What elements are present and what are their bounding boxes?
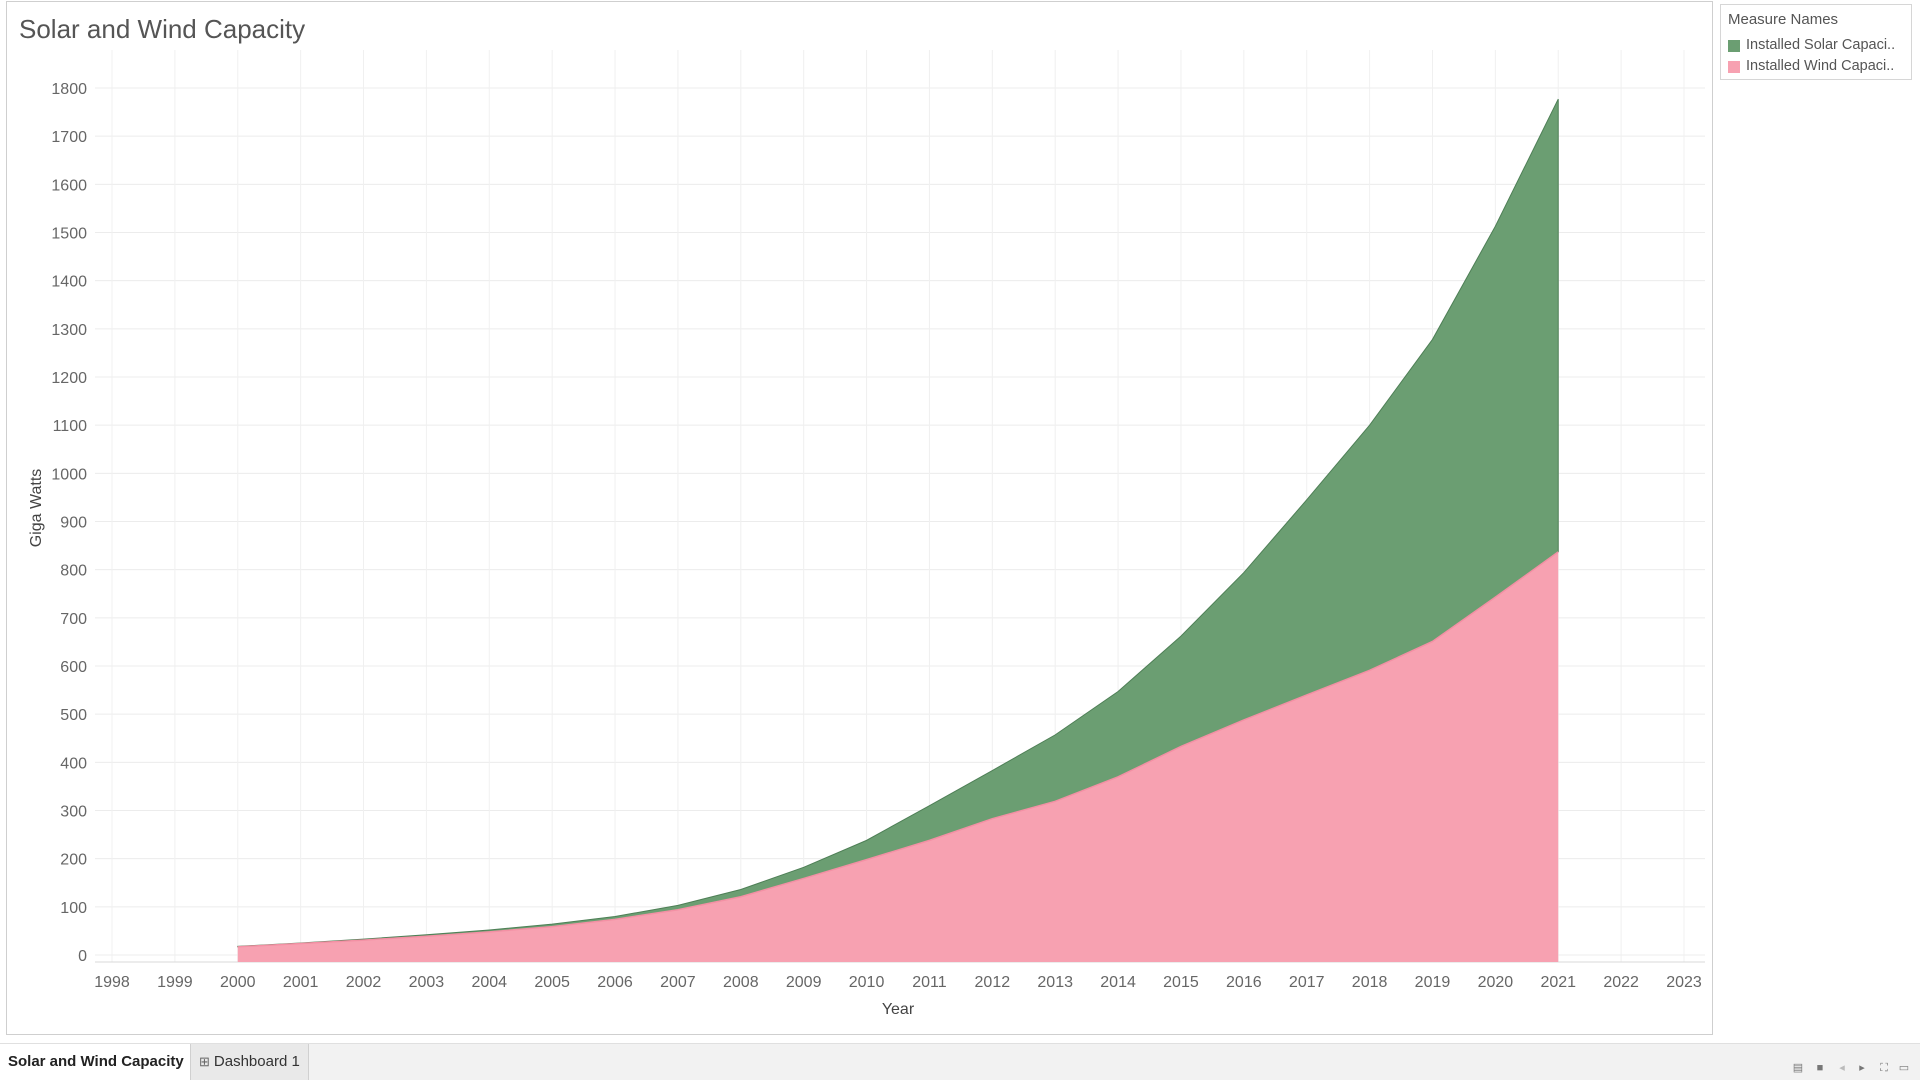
x-tick-label-2015: 2015 xyxy=(1163,974,1199,991)
x-tick-label-2008: 2008 xyxy=(723,974,759,991)
x-tick-label-2001: 2001 xyxy=(283,974,319,991)
next-sheet-icon[interactable]: ▸ xyxy=(1859,1062,1865,1074)
legend: Measure Names Installed Solar Capaci.. I… xyxy=(1720,4,1912,80)
x-tick-label-2023: 2023 xyxy=(1666,974,1702,991)
x-tick-label-2000: 2000 xyxy=(220,974,256,991)
x-tick-label-2003: 2003 xyxy=(409,974,445,991)
y-tick-label-1100: 1100 xyxy=(53,418,88,435)
x-tick-label-2016: 2016 xyxy=(1226,974,1262,991)
legend-item-solar[interactable]: Installed Solar Capaci.. xyxy=(1728,37,1908,55)
sheet-tab-bar: Solar and Wind Capacity ⊞ Dashboard 1 xyxy=(0,1043,1920,1080)
y-tick-label-0: 0 xyxy=(78,948,87,965)
legend-swatch-wind xyxy=(1728,61,1740,73)
tab-dashboard-1[interactable]: ⊞ Dashboard 1 xyxy=(190,1044,309,1080)
tab-dashboard-label: Dashboard 1 xyxy=(213,1053,300,1070)
y-tick-label-500: 500 xyxy=(60,707,87,724)
x-tick-label-2019: 2019 xyxy=(1415,974,1451,991)
y-tick-label-900: 900 xyxy=(60,515,87,532)
y-tick-label-1400: 1400 xyxy=(51,274,87,291)
x-tick-label-2011: 2011 xyxy=(912,974,947,991)
y-tick-label-400: 400 xyxy=(60,755,87,772)
legend-item-wind[interactable]: Installed Wind Capaci.. xyxy=(1728,58,1908,76)
dashboard-grid-icon: ⊞ xyxy=(199,1054,210,1069)
presentation-mode-icon[interactable]: ▭ xyxy=(1898,1062,1910,1074)
area-wind[interactable] xyxy=(237,551,1559,962)
x-tick-label-2012: 2012 xyxy=(975,974,1011,991)
prev-sheet-icon[interactable]: ◂ xyxy=(1839,1062,1845,1074)
y-tick-label-300: 300 xyxy=(60,804,87,821)
x-tick-label-2005: 2005 xyxy=(534,974,570,991)
x-tick-label-2017: 2017 xyxy=(1289,974,1325,991)
y-tick-label-600: 600 xyxy=(60,659,87,676)
x-axis-title: Year xyxy=(882,1001,915,1018)
x-tick-label-2020: 2020 xyxy=(1478,974,1514,991)
y-axis-title: Giga Watts xyxy=(28,469,45,548)
x-tick-label-2007: 2007 xyxy=(660,974,696,991)
y-tick-label-200: 200 xyxy=(60,852,87,869)
y-tick-label-700: 700 xyxy=(60,611,87,628)
y-tick-label-1800: 1800 xyxy=(51,81,87,98)
legend-title: Measure Names xyxy=(1728,11,1839,28)
chart-area[interactable]: 0 100 200 300 400 500 600 700 800 900 1000 1100 1200… xyxy=(0,0,1715,1040)
legend-label-solar: Installed Solar Capaci.. xyxy=(1746,37,1896,53)
x-tick-label-2010: 2010 xyxy=(849,974,885,991)
x-tick-label-2002: 2002 xyxy=(346,974,382,991)
x-tick-label-2006: 2006 xyxy=(597,974,633,991)
y-tick-label-1600: 1600 xyxy=(51,177,87,194)
x-tick-label-2009: 2009 xyxy=(786,974,822,991)
x-tick-label-2014: 2014 xyxy=(1100,974,1136,991)
line-wind-top xyxy=(237,551,1559,948)
y-tick-label-1500: 1500 xyxy=(51,226,87,243)
x-tick-label-2021: 2021 xyxy=(1540,974,1576,991)
y-tick-label-1200: 1200 xyxy=(51,370,87,387)
tab-solar-and-wind-capacity[interactable]: Solar and Wind Capacity xyxy=(0,1044,192,1080)
y-tick-label-1700: 1700 xyxy=(51,129,87,146)
y-tick-label-100: 100 xyxy=(60,900,87,917)
x-tick-label-2004: 2004 xyxy=(471,974,507,991)
show-filmstrip-icon[interactable]: ■ xyxy=(1816,1062,1824,1074)
y-tick-label-1300: 1300 xyxy=(51,322,87,339)
fullscreen-icon[interactable]: ⛶ xyxy=(1880,1062,1888,1074)
y-tick-label-800: 800 xyxy=(60,563,87,580)
x-tick-label-2022: 2022 xyxy=(1603,974,1639,991)
chart-title: Solar and Wind Capacity xyxy=(19,14,306,44)
y-tick-label-1000: 1000 xyxy=(51,466,87,483)
x-tick-label-2018: 2018 xyxy=(1352,974,1388,991)
x-tick-label-2013: 2013 xyxy=(1037,974,1073,991)
x-tick-label-1998: 1998 xyxy=(94,974,130,991)
legend-label-wind: Installed Wind Capaci.. xyxy=(1746,58,1895,74)
show-sheets-icon[interactable]: ▤ xyxy=(1792,1062,1804,1074)
legend-swatch-solar xyxy=(1728,40,1740,52)
x-tick-label-1999: 1999 xyxy=(157,974,193,991)
